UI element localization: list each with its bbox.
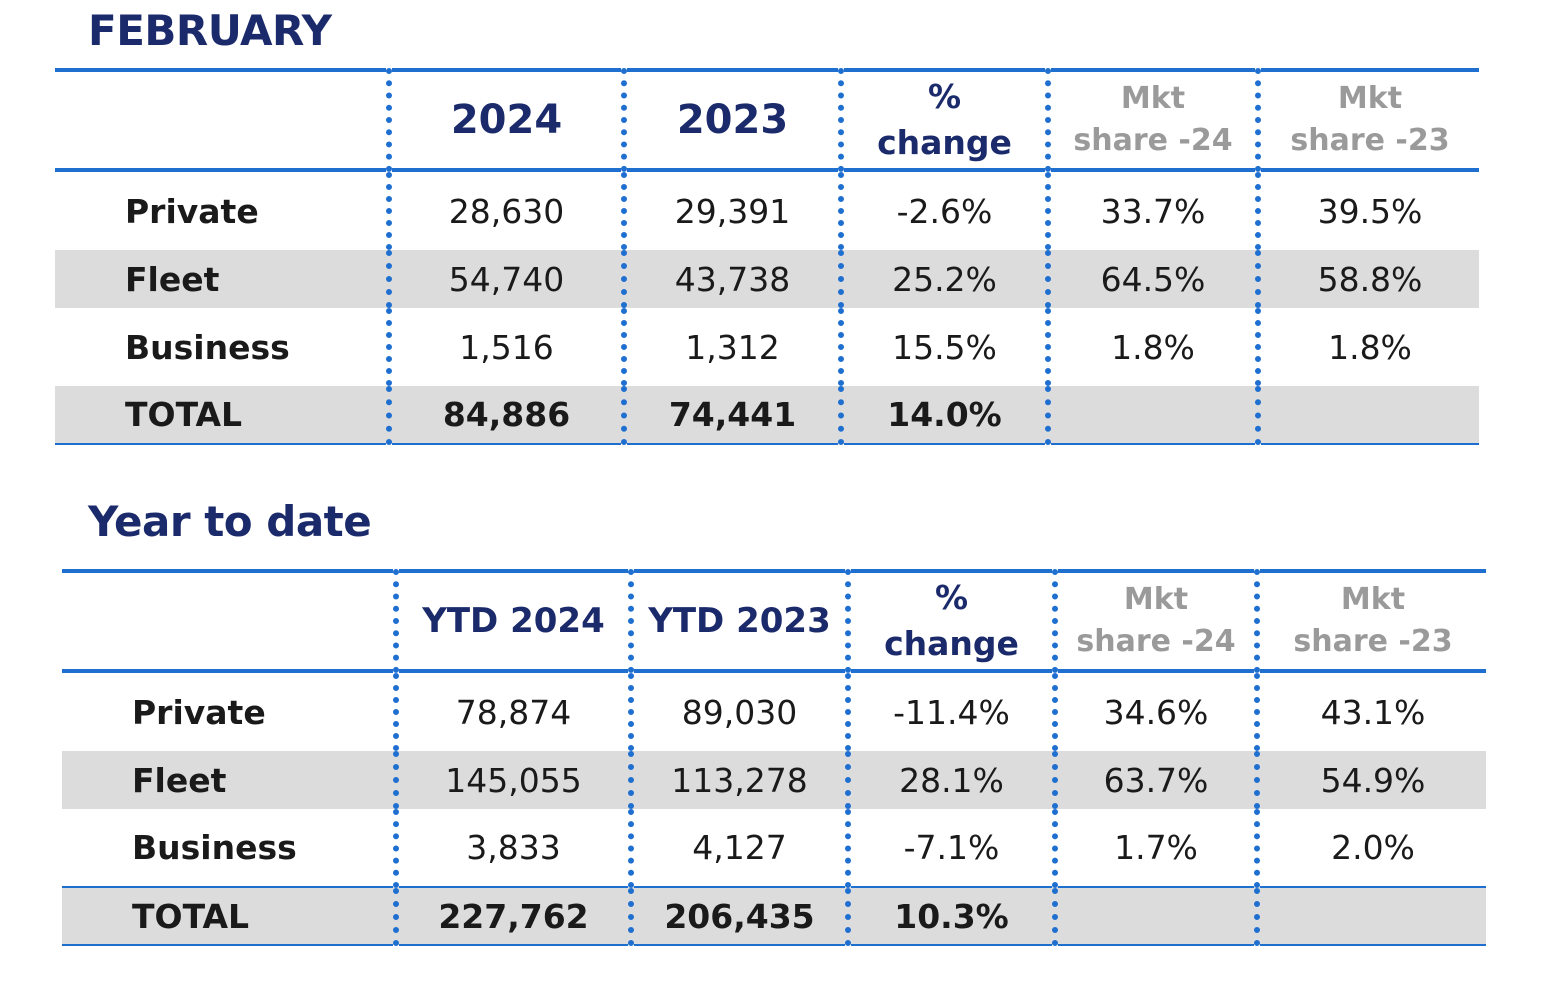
cell-2023: 4,127	[628, 809, 848, 887]
cell-2023: 29,391	[621, 170, 841, 250]
ytd-header-mkt24-line2: share -24	[1076, 624, 1236, 659]
cell-2024: 1,516	[386, 308, 624, 386]
cell-2024: 3,833	[393, 809, 631, 887]
table-row: Private 78,874 89,030 -11.4% 34.6% 43.1%	[62, 671, 1486, 751]
cell-2023: 43,738	[621, 250, 841, 308]
cell-mkt23: 1.8%	[1255, 308, 1479, 386]
cell-mkt23	[1255, 386, 1479, 444]
cell-2023: 89,030	[628, 671, 848, 751]
row-label: TOTAL	[62, 887, 396, 945]
ytd-header-change-line1: %	[934, 578, 969, 617]
row-label: Private	[125, 191, 259, 231]
cell-change: 14.0%	[838, 386, 1048, 444]
monthly-header-2023: 2023	[621, 70, 841, 170]
cell-mkt23	[1254, 887, 1486, 945]
monthly-header-mkt24: Mkt share -24	[1045, 70, 1258, 170]
row-label: Fleet	[55, 250, 389, 308]
monthly-header-mkt23-line1: Mkt	[1337, 81, 1403, 116]
cell-mkt23: 54.9%	[1254, 751, 1486, 809]
table-row: Private 28,630 29,391 -2.6% 33.7% 39.5%	[55, 170, 1479, 250]
monthly-header-change-line1: %	[927, 77, 962, 116]
row-label: TOTAL	[55, 386, 389, 444]
ytd-header-2024: YTD 2024	[393, 571, 631, 671]
row-label: Business	[132, 828, 297, 867]
table-row: Business 3,833 4,127 -7.1% 1.7% 2.0%	[62, 809, 1486, 887]
ytd-header-row: YTD 2024 YTD 2023 % change Mkt share -24…	[62, 571, 1486, 671]
ytd-header-mkt24-line1: Mkt	[1123, 582, 1189, 617]
monthly-header-mkt24-line1: Mkt	[1120, 81, 1186, 116]
monthly-header-blank	[55, 70, 389, 170]
cell-2023: 206,435	[628, 887, 848, 945]
monthly-header-mkt23: Mkt share -23	[1255, 70, 1479, 170]
cell-2024: 227,762	[393, 887, 631, 945]
cell-mkt23: 43.1%	[1254, 671, 1486, 751]
ytd-header-mkt23: Mkt share -23	[1254, 571, 1486, 671]
cell-change: 15.5%	[838, 308, 1048, 386]
ytd-header-mkt23-line1: Mkt	[1340, 582, 1406, 617]
monthly-header-change: % change	[838, 70, 1048, 170]
cell-mkt23: 39.5%	[1255, 170, 1479, 250]
cell-mkt24: 34.6%	[1052, 671, 1257, 751]
cell-2023: 113,278	[628, 751, 848, 809]
ytd-header-mkt24: Mkt share -24	[1052, 571, 1257, 671]
cell-change: 25.2%	[838, 250, 1048, 308]
monthly-header-change-line2: change	[877, 123, 1012, 162]
cell-2024: 54,740	[386, 250, 624, 308]
ytd-table: YTD 2024 YTD 2023 % change Mkt share -24…	[62, 569, 1486, 946]
cell-2024: 145,055	[393, 751, 631, 809]
row-label: Private	[132, 692, 266, 732]
cell-mkt24: 64.5%	[1045, 250, 1258, 308]
cell-mkt24: 33.7%	[1045, 170, 1258, 250]
cell-2024: 28,630	[386, 170, 624, 250]
cell-mkt23: 2.0%	[1254, 809, 1486, 887]
cell-mkt24	[1052, 887, 1257, 945]
cell-change: 10.3%	[845, 887, 1055, 945]
monthly-header-mkt24-line2: share -24	[1073, 123, 1233, 158]
monthly-table: 2024 2023 % change Mkt share -24 Mkt sha…	[55, 68, 1479, 445]
table-row: Fleet 54,740 43,738 25.2% 64.5% 58.8%	[55, 250, 1479, 308]
ytd-title: Year to date	[88, 497, 372, 546]
cell-mkt24: 1.8%	[1045, 308, 1258, 386]
cell-change: -7.1%	[845, 809, 1055, 887]
ytd-header-2023: YTD 2023	[628, 571, 848, 671]
cell-mkt24: 1.7%	[1052, 809, 1257, 887]
cell-change: -2.6%	[838, 170, 1048, 250]
cell-2023: 1,312	[621, 308, 841, 386]
table-row: Fleet 145,055 113,278 28.1% 63.7% 54.9%	[62, 751, 1486, 809]
monthly-header-2024: 2024	[386, 70, 624, 170]
cell-mkt24	[1045, 386, 1258, 444]
monthly-header-mkt23-line2: share -23	[1290, 123, 1450, 158]
cell-mkt24: 63.7%	[1052, 751, 1257, 809]
cell-change: -11.4%	[845, 671, 1055, 751]
monthly-header-row: 2024 2023 % change Mkt share -24 Mkt sha…	[55, 70, 1479, 170]
row-label: Business	[125, 327, 290, 367]
cell-mkt23: 58.8%	[1255, 250, 1479, 308]
table-row-total: TOTAL 84,886 74,441 14.0%	[55, 386, 1479, 444]
cell-2024: 78,874	[393, 671, 631, 751]
ytd-header-blank	[62, 571, 396, 671]
ytd-header-mkt23-line2: share -23	[1293, 624, 1453, 659]
table-row: Business 1,516 1,312 15.5% 1.8% 1.8%	[55, 308, 1479, 386]
table-row-total: TOTAL 227,762 206,435 10.3%	[62, 887, 1486, 945]
ytd-header-change: % change	[845, 571, 1055, 671]
ytd-header-change-line2: change	[884, 624, 1019, 663]
cell-change: 28.1%	[845, 751, 1055, 809]
cell-2023: 74,441	[621, 386, 841, 444]
cell-2024: 84,886	[386, 386, 624, 444]
monthly-title: FEBRUARY	[88, 6, 332, 55]
row-label: Fleet	[62, 751, 396, 809]
